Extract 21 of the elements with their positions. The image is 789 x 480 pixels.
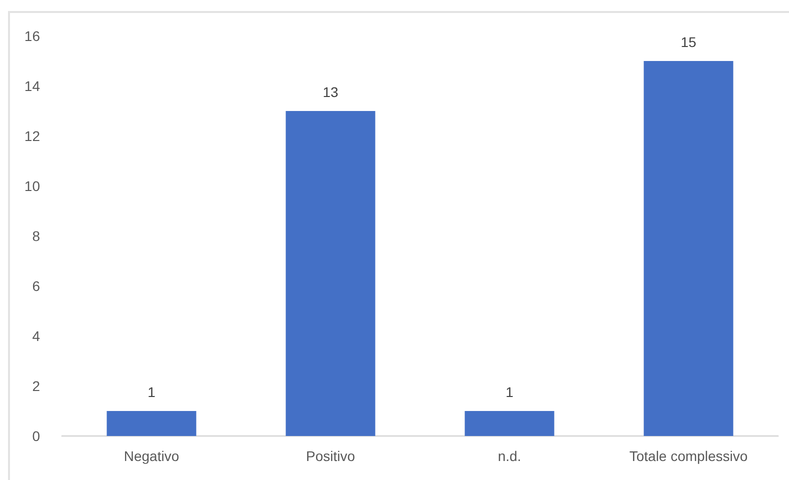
y-tick-label: 10 bbox=[24, 178, 40, 194]
y-tick-label: 4 bbox=[32, 328, 40, 344]
bar bbox=[106, 411, 196, 436]
bar bbox=[286, 111, 376, 436]
data-label: 15 bbox=[680, 34, 696, 50]
data-label: 1 bbox=[506, 384, 514, 400]
x-tick-label: Negativo bbox=[124, 448, 180, 464]
y-tick-label: 16 bbox=[24, 28, 40, 44]
y-tick-label: 8 bbox=[32, 228, 40, 244]
x-tick-label: Totale complessivo bbox=[629, 448, 748, 464]
bar bbox=[464, 411, 554, 436]
bar bbox=[644, 61, 734, 436]
data-label: 1 bbox=[148, 384, 156, 400]
y-tick-label: 0 bbox=[32, 428, 40, 444]
data-label: 13 bbox=[322, 84, 338, 100]
x-tick-label: n.d. bbox=[498, 448, 522, 464]
y-tick-label: 6 bbox=[32, 278, 40, 294]
y-tick-label: 2 bbox=[32, 378, 40, 394]
y-tick-label: 12 bbox=[24, 128, 40, 144]
x-tick-label: Positivo bbox=[306, 448, 356, 464]
y-tick-label: 14 bbox=[24, 78, 40, 94]
